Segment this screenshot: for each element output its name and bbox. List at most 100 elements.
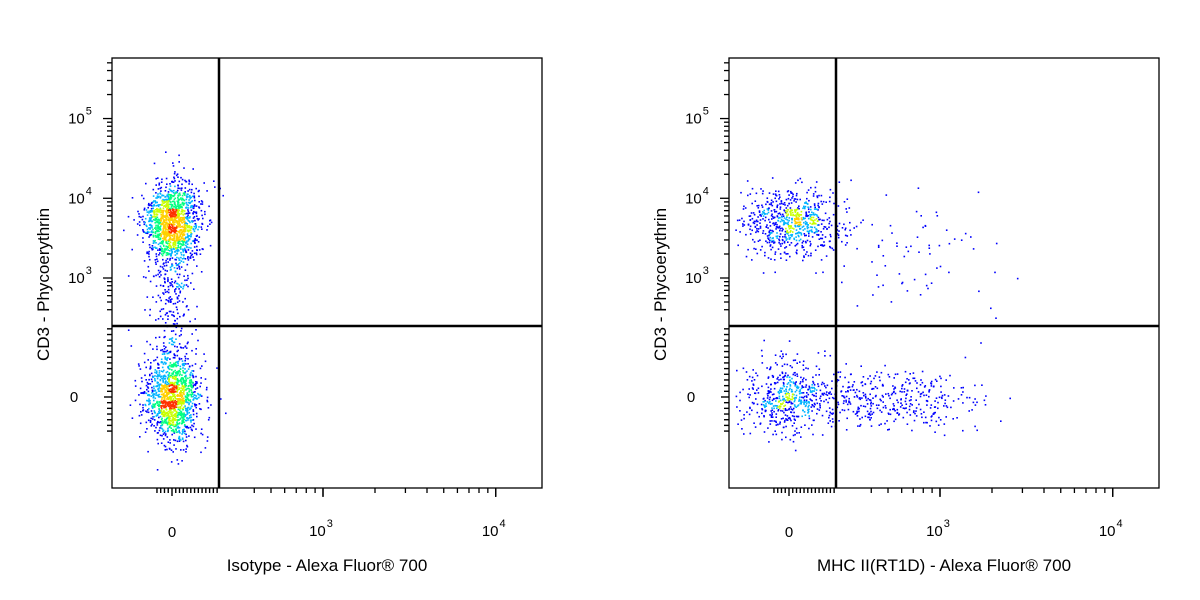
- event-dot: [160, 299, 162, 302]
- event-dot: [765, 240, 767, 242]
- event-dot: [158, 204, 160, 206]
- event-dot: [194, 363, 197, 365]
- event-dot: [160, 235, 162, 238]
- event-dot: [166, 203, 168, 205]
- event-dot: [172, 392, 175, 394]
- event-dot: [142, 237, 144, 239]
- event-dot: [183, 406, 185, 409]
- event-dot: [167, 357, 169, 359]
- event-dot: [777, 217, 780, 219]
- event-dot: [145, 392, 148, 395]
- event-dot: [164, 399, 166, 402]
- event-dot: [758, 415, 760, 418]
- event-dot: [812, 193, 815, 195]
- event-dot: [822, 200, 825, 203]
- event-dot: [821, 234, 824, 236]
- event-dot: [178, 335, 181, 337]
- event-dot: [782, 355, 784, 358]
- event-dot: [150, 362, 152, 364]
- event-dot: [195, 329, 197, 331]
- event-dot: [163, 202, 166, 204]
- event-dot: [948, 271, 950, 274]
- event-dot: [165, 299, 168, 301]
- event-dot: [936, 215, 939, 217]
- event-dot: [774, 430, 776, 432]
- event-dot: [804, 405, 807, 408]
- x-axis-label: Isotype - Alexa Fluor® 700: [226, 556, 428, 575]
- event-dot: [153, 200, 155, 202]
- event-dot: [940, 391, 942, 393]
- event-dot: [147, 393, 150, 396]
- event-dot: [791, 197, 793, 199]
- event-dot: [167, 242, 169, 245]
- event-dot: [906, 393, 908, 395]
- event-dot: [823, 382, 825, 385]
- event-dot: [781, 372, 784, 375]
- event-dot: [181, 437, 184, 439]
- event-dot: [164, 249, 166, 251]
- event-dot: [172, 419, 174, 422]
- event-dot: [749, 193, 752, 195]
- event-dot: [870, 417, 872, 419]
- event-dot: [173, 218, 175, 221]
- event-dot: [788, 217, 791, 219]
- event-dot: [832, 213, 835, 216]
- event-dot: [775, 397, 777, 400]
- event-dot: [142, 241, 144, 243]
- event-dot: [170, 310, 172, 313]
- event-dot: [183, 241, 186, 243]
- event-dot: [872, 402, 874, 405]
- event-dot: [753, 379, 756, 381]
- event-dot: [173, 194, 176, 196]
- event-dot: [165, 395, 167, 398]
- event-dot: [164, 247, 166, 250]
- event-dot: [761, 408, 764, 411]
- event-dot: [181, 209, 183, 212]
- event-dot: [169, 185, 172, 187]
- event-dot: [784, 392, 787, 395]
- event-dot: [157, 318, 160, 320]
- event-dot: [950, 406, 952, 409]
- event-dot: [169, 397, 171, 400]
- event-dot: [816, 196, 819, 199]
- event-dot: [859, 397, 861, 399]
- event-dot: [789, 418, 791, 420]
- event-dot: [152, 396, 155, 399]
- event-dot: [151, 423, 153, 426]
- event-dot: [182, 248, 184, 250]
- event-dot: [777, 212, 780, 215]
- event-dot: [770, 391, 772, 393]
- event-dot: [177, 416, 179, 418]
- event-dot: [854, 413, 857, 415]
- event-dot: [896, 373, 899, 375]
- event-dot: [174, 180, 176, 182]
- event-dot: [769, 244, 772, 246]
- event-dot: [173, 237, 176, 240]
- event-dot: [149, 368, 151, 370]
- event-dot: [183, 387, 185, 389]
- event-dot: [166, 398, 168, 400]
- event-dot: [188, 391, 190, 393]
- event-dot: [810, 399, 812, 401]
- event-dot: [151, 226, 153, 229]
- event-dot: [768, 218, 770, 221]
- event-dot: [181, 396, 183, 399]
- event-dot: [836, 233, 839, 235]
- event-dot: [774, 354, 777, 356]
- event-dot: [789, 236, 792, 239]
- event-dot: [208, 205, 210, 208]
- event-dot: [148, 217, 151, 219]
- event-dot: [138, 394, 140, 396]
- event-dot: [176, 200, 179, 202]
- event-dot: [791, 396, 794, 398]
- event-dot: [191, 349, 193, 352]
- event-dot: [190, 394, 193, 397]
- event-dot: [175, 226, 178, 228]
- event-dot: [165, 264, 168, 267]
- event-dot: [155, 253, 158, 255]
- event-dot: [793, 228, 795, 230]
- event-dot: [174, 423, 176, 426]
- event-dot: [171, 384, 173, 387]
- event-dot: [183, 234, 186, 236]
- event-dot: [787, 221, 789, 224]
